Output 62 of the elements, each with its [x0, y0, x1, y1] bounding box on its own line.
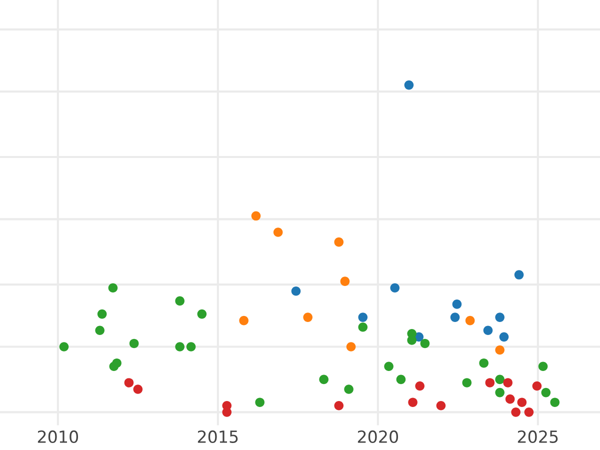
point [511, 408, 520, 417]
point [404, 80, 414, 90]
point [334, 237, 344, 247]
point [485, 378, 495, 388]
point [495, 312, 504, 322]
point [340, 276, 350, 286]
point [452, 300, 462, 309]
point [479, 358, 488, 368]
point [255, 398, 264, 408]
x-tick-label: 2020 [358, 430, 398, 444]
point [197, 309, 207, 319]
point [291, 286, 301, 296]
point [436, 400, 446, 410]
point [319, 374, 328, 384]
point [495, 345, 504, 355]
point [517, 398, 527, 408]
point [222, 408, 232, 417]
point [415, 381, 424, 391]
point [358, 322, 368, 332]
point [95, 326, 104, 336]
x-tick-label: 2025 [518, 430, 558, 444]
point [450, 312, 460, 322]
point [133, 384, 143, 394]
point [465, 316, 475, 326]
point [499, 332, 509, 342]
point [97, 309, 107, 319]
point [186, 342, 196, 352]
point [495, 388, 504, 398]
point [175, 342, 184, 352]
point [390, 283, 400, 293]
point [108, 283, 118, 293]
point [420, 338, 430, 348]
point [129, 338, 139, 348]
point [273, 228, 283, 237]
point [524, 408, 534, 417]
point [124, 378, 134, 388]
point [505, 394, 515, 404]
point [396, 374, 406, 384]
point [550, 398, 560, 408]
point [408, 398, 418, 408]
point [59, 342, 69, 352]
point [483, 326, 493, 336]
point [344, 384, 354, 394]
point [109, 362, 119, 372]
point [495, 374, 504, 384]
point [407, 336, 416, 345]
point [514, 270, 524, 280]
point [384, 362, 394, 372]
point [503, 378, 512, 388]
point [541, 388, 551, 398]
point [239, 316, 248, 326]
point [538, 362, 548, 372]
point [358, 312, 368, 322]
point [175, 296, 184, 306]
point [346, 342, 356, 352]
point [251, 211, 261, 221]
point [532, 381, 542, 391]
point [334, 400, 344, 410]
point [462, 378, 472, 388]
x-tick-label: 2010 [38, 430, 78, 444]
point [303, 312, 312, 322]
x-tick-label: 2015 [198, 430, 238, 444]
